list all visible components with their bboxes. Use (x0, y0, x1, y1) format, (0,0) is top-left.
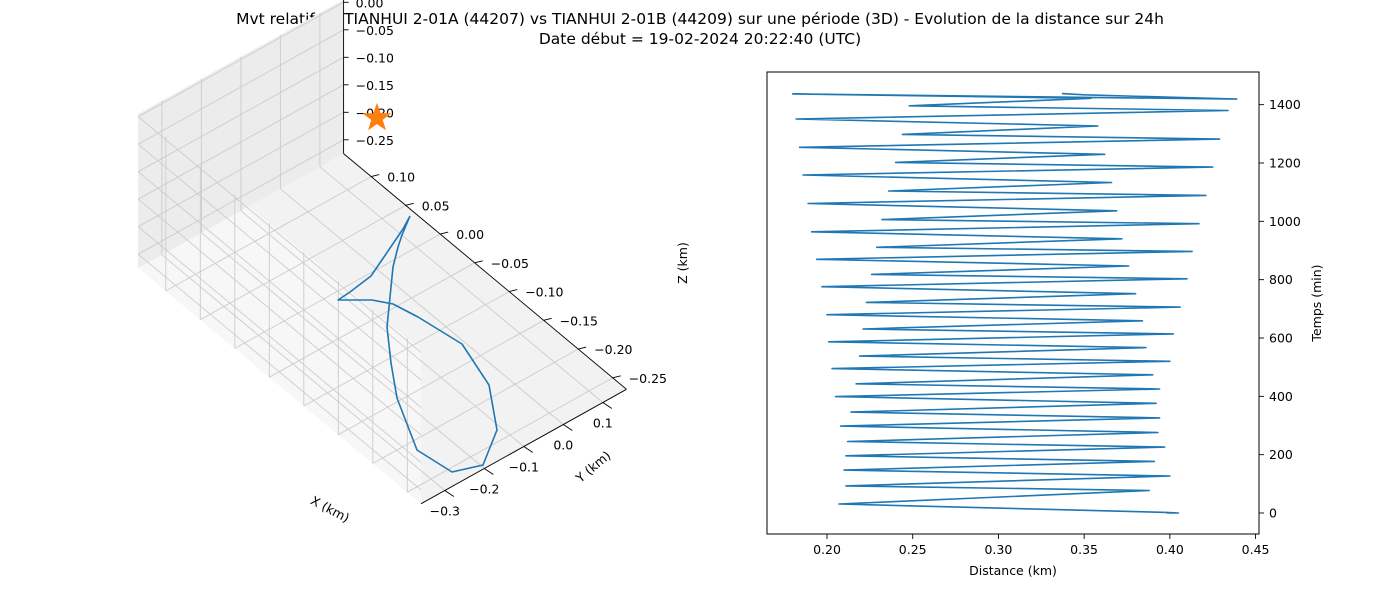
y-tick-label: 600 (1269, 331, 1293, 346)
origin-star-marker (362, 102, 392, 131)
x-tick-label: 0.35 (1070, 542, 1098, 557)
z-tick-label: −0.25 (356, 133, 394, 148)
x-tick-label: 0.30 (984, 542, 1012, 557)
y-tick-label: 1400 (1269, 97, 1301, 112)
grid-line-y-floor (407, 377, 613, 493)
x-tick-label: −0.3 (430, 504, 460, 519)
grid-line-y-floor (200, 204, 406, 321)
y-axis-label: Temps (min) (1309, 264, 1324, 342)
distance-line (791, 92, 1238, 514)
y-tick-mark (474, 260, 483, 264)
grid-line-z-back (137, 84, 344, 200)
x-tick-mark (444, 490, 455, 497)
grid-line-z-left (137, 171, 422, 408)
y-axis-line (343, 153, 627, 390)
grid-line-z-left (137, 143, 422, 381)
y-tick-label: 1000 (1269, 214, 1301, 229)
grid-line-z-left (137, 198, 422, 436)
z-tick-label: −0.10 (356, 50, 394, 65)
plot-frame (766, 71, 1260, 535)
figure-title: Mvt relatif de TIANHUI 2-01A (44207) vs … (236, 10, 1164, 28)
grid-line-x-floor (201, 232, 485, 469)
plot-distance-vs-time: 0.20 0.25 0.30 0.35 0.40 0.45 0 200 400 600 800 100… (766, 71, 1324, 578)
x-tick-label: 0.1 (593, 416, 613, 431)
grid-line-z-back (137, 1, 344, 118)
z-tick-label: −0.15 (356, 78, 394, 93)
grid-line-z-back (137, 56, 344, 173)
x-tick-mark (523, 446, 534, 453)
grid-line-z-back (137, 139, 344, 255)
grid-line-x-floor (319, 166, 604, 403)
grid-line-x-floor (280, 188, 564, 425)
x-tick-label: −0.2 (469, 482, 499, 497)
x-tick-label: 0.40 (1156, 542, 1184, 557)
y-tick-label: 400 (1269, 389, 1293, 404)
trajectory-line (337, 215, 498, 473)
x-tick-label: 0.0 (553, 438, 573, 453)
grid-line-y-floor (303, 291, 510, 407)
x-tick-label: 0.45 (1242, 542, 1270, 557)
x-tick-label: −0.1 (509, 460, 539, 475)
y-tick-label: 1200 (1269, 156, 1301, 171)
y-tick-mark (612, 375, 621, 379)
y-tick-label: −0.10 (525, 285, 563, 300)
grid-line-y-floor (269, 262, 475, 378)
y-tick-mark (405, 202, 414, 206)
z-axis-label: Z (km) (675, 242, 690, 284)
grid-line-z-left (137, 226, 422, 463)
z-tick-label: 0.00 (356, 0, 384, 10)
x-tick-mark (602, 402, 613, 409)
y-tick-label: −0.05 (491, 256, 529, 271)
grid-line-x-floor (240, 210, 525, 447)
y-tick-mark (543, 317, 552, 321)
x-axis-label: Distance (km) (969, 563, 1057, 578)
grid-line-z-left (137, 253, 422, 491)
grid-line-y-floor (338, 319, 544, 436)
grid-line-z-back (137, 111, 344, 228)
x-tick-label: 0.20 (813, 542, 841, 557)
grid-line-z-back (137, 29, 344, 145)
y-tick-label: 200 (1269, 447, 1293, 462)
y-tick-label: −0.20 (594, 342, 632, 357)
grid-line-z-left (137, 116, 422, 353)
y-tick-label: 0.10 (387, 170, 415, 185)
y-tick-label: 0.05 (422, 198, 450, 213)
grid-line-y-floor (372, 348, 579, 464)
grid-line-y-floor (165, 176, 372, 292)
y-tick-label: 0.00 (456, 227, 484, 242)
grid-line-y-floor (234, 233, 441, 349)
z-tick-label: −0.05 (356, 23, 394, 38)
figure-subtitle: Date début = 19-02-2024 20:22:40 (UTC) (539, 30, 861, 48)
x-tick-mark (484, 468, 494, 475)
y-tick-mark (371, 174, 380, 177)
y-tick-label: −0.25 (629, 371, 667, 386)
x-tick-mark (563, 424, 573, 431)
y-tick-mark (509, 289, 518, 292)
y-tick-label: −0.15 (560, 313, 598, 328)
y-tick-mark (578, 346, 587, 350)
x-tick-label: 0.25 (899, 542, 927, 557)
y-tick-mark (440, 231, 449, 235)
y-tick-label: 0 (1269, 506, 1277, 521)
plot-3d-trajectory: −0.3 −0.2 −0.1 0.0 0.1 −0.25 −0.20 −0.15 −0.10 −0… (137, 0, 690, 525)
y-tick-label: 800 (1269, 272, 1293, 287)
